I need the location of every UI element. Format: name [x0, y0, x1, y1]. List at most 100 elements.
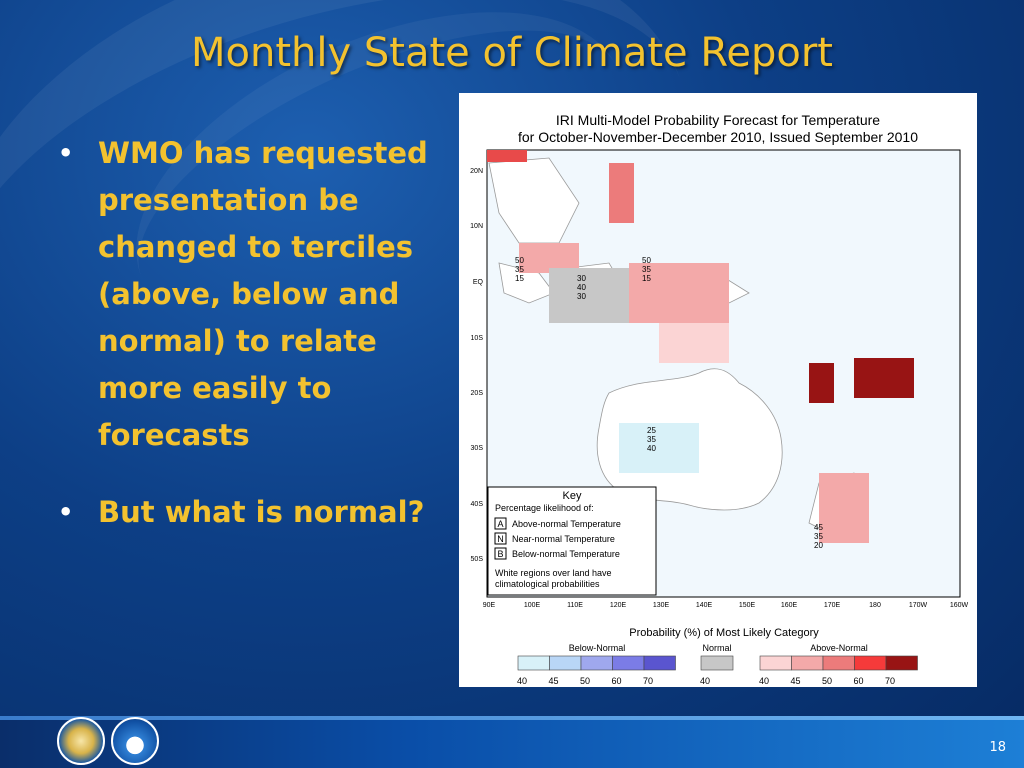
map-cell: [549, 268, 629, 323]
annotation-value: 40: [577, 283, 586, 292]
bullet-dot-icon: •: [58, 139, 74, 167]
annotation-value: 25: [647, 426, 656, 435]
lat-label: 20N: [470, 168, 483, 175]
legend-ticks: 40 45 50 60 70 40 40 45 50 60 70: [517, 676, 895, 686]
lat-label: 30S: [471, 445, 484, 452]
key-label: Above-normal Temperature: [512, 519, 621, 529]
annotation-value: 15: [642, 274, 651, 283]
key-title: Key: [563, 490, 582, 502]
footer-bar: [0, 720, 1024, 768]
annotation-value: 35: [642, 265, 651, 274]
lat-label: 10S: [471, 335, 484, 342]
legend-swatch: [854, 655, 887, 671]
bullet-item: • WMO has requested presentation be chan…: [58, 130, 438, 459]
annotation-value: 50: [515, 256, 524, 265]
map-cell: [487, 150, 527, 162]
annotation-value: 45: [814, 523, 823, 532]
legend-tick-label: 60: [853, 676, 863, 686]
lon-label: 90E: [483, 602, 496, 609]
legend-swatch: [791, 655, 824, 671]
lat-label: 20S: [471, 390, 484, 397]
map-key: Key Percentage likelihood of: A Above-no…: [487, 486, 657, 596]
bullet-text: WMO has requested presentation be change…: [98, 136, 428, 452]
key-letter-box: [494, 547, 507, 560]
legend-tick-label: 50: [822, 676, 832, 686]
lon-label: 110E: [567, 602, 583, 609]
annotation-value: 30: [577, 274, 586, 283]
legend-swatch: [700, 655, 734, 671]
lon-label: 130E: [653, 602, 670, 609]
legend-swatch: [612, 655, 645, 671]
lat-label: 40S: [471, 501, 484, 508]
legend-tick-label: 70: [643, 676, 653, 686]
annotation-value: 20: [814, 541, 823, 550]
legend-normal-label: Normal: [702, 643, 731, 653]
annotation-value: 30: [577, 292, 586, 301]
page-number: 18: [989, 740, 1006, 755]
legend-tick-label: 60: [611, 676, 621, 686]
key-box: [487, 486, 657, 596]
lon-label: 150E: [739, 602, 756, 609]
lon-label: 160E: [781, 602, 798, 609]
doc-seal-icon: [57, 717, 105, 765]
legend-tick-label: 40: [700, 676, 710, 686]
figure-title-line1: IRI Multi-Model Probability Forecast for…: [556, 112, 880, 128]
key-subtitle: Percentage likelihood of:: [495, 503, 594, 513]
figure-title-line2: for October-November-December 2010, Issu…: [518, 129, 918, 145]
bullet-item: • But what is normal?: [58, 489, 438, 536]
legend-swatch: [643, 655, 676, 671]
key-letter-box: [494, 532, 507, 545]
bullet-text: But what is normal?: [98, 495, 425, 529]
forecast-cells: [487, 150, 914, 543]
legend-tick-label: 40: [517, 676, 527, 686]
key-label: Below-normal Temperature: [512, 549, 620, 559]
bullet-list: • WMO has requested presentation be chan…: [58, 130, 438, 566]
key-letter: B: [497, 549, 503, 559]
annotation-value: 35: [515, 265, 524, 274]
footer-accent-line: [0, 716, 1024, 720]
probability-legend: Probability (%) of Most Likely Category …: [517, 627, 918, 686]
key-label: Near-normal Temperature: [512, 534, 615, 544]
map-cell: [854, 358, 914, 398]
slide-title: Monthly State of Climate Report: [191, 30, 833, 76]
legend-tick-label: 45: [548, 676, 558, 686]
key-note: White regions over land have: [495, 568, 612, 578]
legend-tick-label: 40: [759, 676, 769, 686]
lat-label: EQ: [473, 279, 484, 286]
legend-swatch: [759, 655, 792, 671]
lon-label: 180: [869, 602, 881, 609]
lon-label: 170E: [824, 602, 841, 609]
key-note: climatological probabilities: [495, 579, 600, 589]
key-letter-box: [494, 517, 507, 530]
forecast-map-svg: IRI Multi-Model Probability Forecast for…: [470, 112, 969, 686]
map-cell: [819, 473, 869, 543]
legend-swatch: [580, 655, 613, 671]
annotation-value: 35: [814, 532, 823, 541]
legend-below-label: Below-Normal: [569, 643, 626, 653]
annotation-value: 40: [647, 444, 656, 453]
key-letter: A: [497, 519, 503, 529]
legend-swatch: [822, 655, 855, 671]
legend-swatch: [549, 655, 582, 671]
noaa-logo-icon: [111, 717, 159, 765]
map-cell: [609, 163, 634, 223]
legend-above-label: Above-Normal: [810, 643, 868, 653]
lat-label: 10N: [470, 223, 483, 230]
lat-label: 50S: [471, 556, 484, 563]
lon-label: 160W: [950, 602, 969, 609]
bullet-dot-icon: •: [58, 498, 74, 526]
annotation-value: 35: [647, 435, 656, 444]
lon-label: 140E: [696, 602, 713, 609]
legend-tick-label: 50: [580, 676, 590, 686]
lon-label: 170W: [909, 602, 928, 609]
lon-label: 120E: [610, 602, 627, 609]
map-cell: [809, 363, 834, 403]
map-cell: [629, 263, 729, 323]
legend-swatches: [517, 655, 918, 671]
map-cell: [659, 323, 729, 363]
map-cell: [619, 423, 699, 473]
legend-title: Probability (%) of Most Likely Category: [629, 627, 819, 639]
forecast-map-figure: IRI Multi-Model Probability Forecast for…: [459, 93, 977, 687]
annotation-value: 50: [642, 256, 651, 265]
key-letter: N: [497, 534, 504, 544]
